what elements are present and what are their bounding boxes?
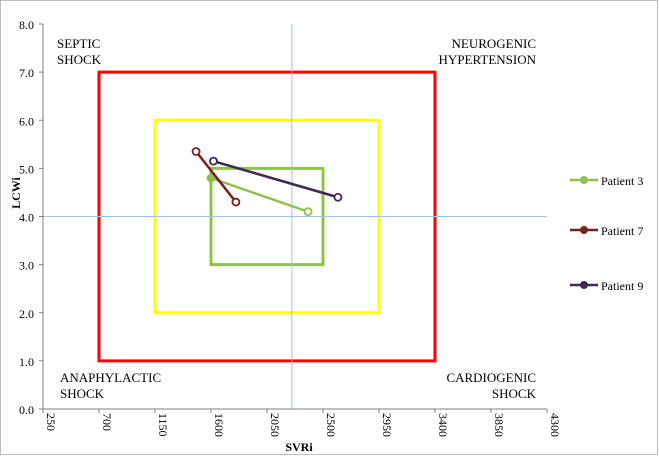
legend-patient-7-label: Patient 7 — [601, 224, 643, 238]
x-tick-label: 1150 — [156, 413, 170, 437]
x-tick-label: 4300 — [548, 413, 562, 437]
quadrant-label-top-right: NEUROGENIC — [452, 36, 537, 51]
patient-3-point — [206, 173, 216, 183]
patient-9-point — [333, 192, 343, 202]
legend-patient-9-marker — [580, 281, 588, 289]
y-tick-label: 4.0 — [19, 211, 34, 225]
x-tick-label: 2500 — [324, 413, 338, 437]
patient-9-line — [213, 159, 339, 199]
patient-7-point — [231, 197, 241, 207]
y-tick-label: 5.0 — [19, 162, 34, 176]
x-axis-label: SVRi — [285, 440, 313, 454]
quadrant-label-bottom-right: CARDIOGENIC — [446, 370, 536, 385]
legend-patient-9-label: Patient 9 — [601, 279, 643, 293]
y-axis-label: LCWi — [9, 176, 23, 208]
quadrant-label-top-left: SEPTIC — [57, 36, 100, 51]
x-tick-label: 3850 — [492, 413, 506, 437]
y-tick-label: 0.0 — [19, 403, 34, 417]
legend-patient-7-marker — [580, 226, 588, 234]
y-tick-label: 7.0 — [19, 66, 34, 80]
x-tick-label: 3400 — [436, 413, 450, 437]
quadrant-label-top-right: HYPERTENSION — [439, 52, 537, 67]
legend-patient-3-label: Patient 3 — [601, 174, 643, 188]
quadrant-label-bottom-left: SHOCK — [60, 386, 105, 401]
legend-patient-3-marker — [580, 176, 588, 184]
patient-7-line — [195, 150, 237, 203]
quadrant-label-top-left: SHOCK — [57, 52, 102, 67]
y-tick-label: 2.0 — [19, 307, 34, 321]
quadrant-label-bottom-right: SHOCK — [492, 386, 537, 401]
x-tick-label: 2950 — [380, 413, 394, 437]
patient-7-point — [191, 147, 201, 156]
quadrant-label-bottom-left: ANAPHYLACTIC — [60, 370, 161, 385]
patient-9-point — [209, 156, 218, 166]
y-tick-label: 1.0 — [19, 355, 34, 369]
patient-3-point — [303, 207, 313, 217]
x-tick-label: 700 — [100, 413, 114, 431]
patient-3-line — [210, 176, 309, 213]
y-tick-label: 3.0 — [19, 259, 34, 273]
y-tick-label: 8.0 — [19, 18, 34, 32]
y-tick-label: 6.0 — [19, 114, 34, 128]
x-tick-label: 2050 — [268, 413, 282, 437]
x-tick-label: 250 — [44, 413, 58, 431]
x-tick-label: 1600 — [212, 413, 226, 437]
